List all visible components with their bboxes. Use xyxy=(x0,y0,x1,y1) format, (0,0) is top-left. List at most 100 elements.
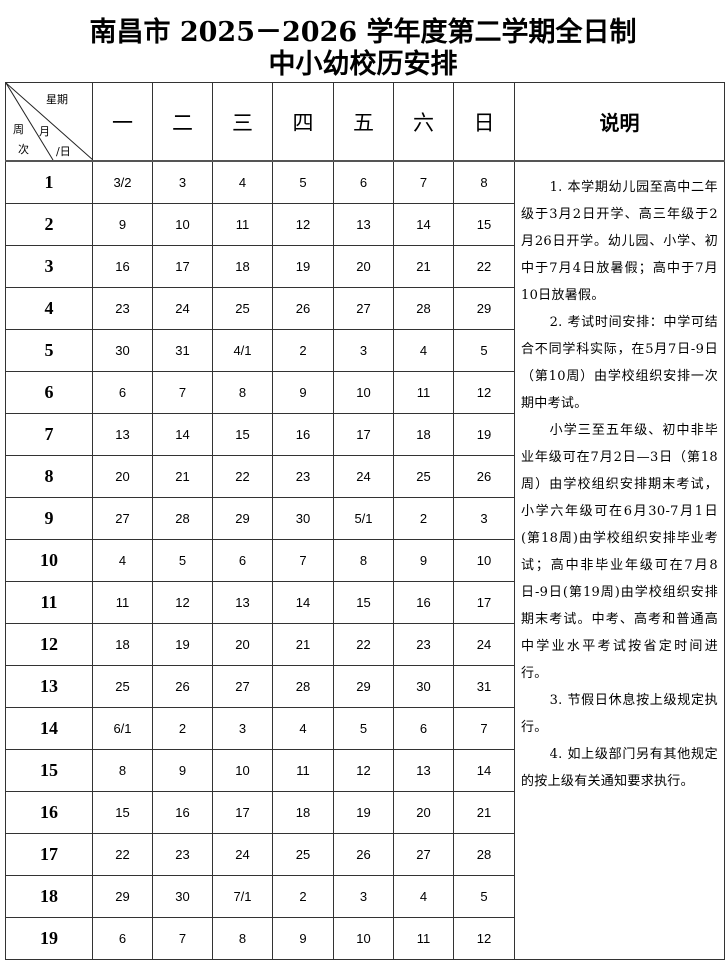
day-cell: 5 xyxy=(152,539,213,582)
day-cell: 31 xyxy=(152,329,213,372)
day-cell: 2 xyxy=(272,329,334,372)
day-cell: 23 xyxy=(393,623,454,666)
day-cell: 30 xyxy=(393,665,454,708)
day-cell: 17 xyxy=(212,791,273,834)
day-cell: 24 xyxy=(333,455,394,498)
weekday-header: 四 xyxy=(272,82,334,162)
day-cell: 19 xyxy=(333,791,394,834)
week-number: 19 xyxy=(5,917,93,960)
day-cell: 8 xyxy=(453,160,515,204)
day-cell: 22 xyxy=(92,833,153,876)
day-cell: 18 xyxy=(393,413,454,456)
note-paragraph: 4. 如上级部门另有其他规定的按上级有关通知要求执行。 xyxy=(521,747,718,789)
day-cell: 25 xyxy=(272,833,334,876)
day-cell: 29 xyxy=(333,665,394,708)
day-cell: 6/1 xyxy=(92,707,153,750)
week-number: 8 xyxy=(5,455,93,498)
day-cell: 19 xyxy=(453,413,515,456)
day-cell: 21 xyxy=(393,245,454,288)
day-cell: 9 xyxy=(272,917,334,960)
day-cell: 19 xyxy=(272,245,334,288)
week-number: 18 xyxy=(5,875,93,918)
day-cell: 11 xyxy=(92,581,153,624)
day-cell: 9 xyxy=(393,539,454,582)
week-number: 3 xyxy=(5,245,93,288)
day-cell: 18 xyxy=(212,245,273,288)
day-cell: 2 xyxy=(393,497,454,540)
document-title: 南昌市 2025－2026 学年度第二学期全日制 xyxy=(89,17,637,48)
day-cell: 12 xyxy=(333,749,394,792)
day-cell: 3 xyxy=(453,497,515,540)
week-number: 6 xyxy=(5,371,93,414)
day-cell: 25 xyxy=(92,665,153,708)
note-paragraph: 小学三至五年级、初中非毕业年级可在7月2日—3日（第18周）由学校组织安排期末考… xyxy=(521,423,718,681)
day-cell: 5 xyxy=(333,707,394,750)
day-cell: 3 xyxy=(333,329,394,372)
day-cell: 23 xyxy=(152,833,213,876)
week-row: 11 11 12 13 14 15 16 17 xyxy=(5,581,725,624)
day-cell: 11 xyxy=(272,749,334,792)
week-row: 19 6 7 8 9 10 11 12 xyxy=(5,917,725,960)
weekday-header: 三 xyxy=(212,82,273,162)
weekday-header: 二 xyxy=(152,82,213,162)
day-cell: 31 xyxy=(453,665,515,708)
day-cell: 23 xyxy=(92,287,153,330)
day-cell: 9 xyxy=(152,749,213,792)
week-row: 5 30 31 4/1 2 3 4 5 xyxy=(5,329,725,372)
day-cell: 7 xyxy=(152,371,213,414)
day-cell: 26 xyxy=(453,455,515,498)
corner-weekday-label: 星期 xyxy=(46,93,68,106)
week-row: 18 29 30 7/1 2 3 4 5 xyxy=(5,875,725,918)
week-number: 11 xyxy=(5,581,93,624)
day-cell: 28 xyxy=(272,665,334,708)
day-cell: 10 xyxy=(333,917,394,960)
week-number: 14 xyxy=(5,707,93,750)
day-cell: 16 xyxy=(92,245,153,288)
day-cell: 26 xyxy=(333,833,394,876)
day-cell: 7/1 xyxy=(212,875,273,918)
week-number: 1 xyxy=(5,160,93,204)
day-cell: 27 xyxy=(393,833,454,876)
day-cell: 16 xyxy=(272,413,334,456)
day-cell: 21 xyxy=(152,455,213,498)
week-number: 5 xyxy=(5,329,93,372)
day-cell: 8 xyxy=(212,371,273,414)
week-number: 12 xyxy=(5,623,93,666)
week-number: 13 xyxy=(5,665,93,708)
note-paragraph: 1. 本学期幼儿园至高中二年级于3月2日开学、高三年级于2月26日开学。幼儿园、… xyxy=(521,180,718,303)
day-cell: 24 xyxy=(212,833,273,876)
day-cell: 28 xyxy=(152,497,213,540)
corner-header: 星期 周 次 月 /日 xyxy=(5,82,93,162)
day-cell: 3/2 xyxy=(92,160,153,204)
day-cell: 29 xyxy=(453,287,515,330)
day-cell: 2 xyxy=(152,707,213,750)
day-cell: 12 xyxy=(272,203,334,246)
day-cell: 2 xyxy=(272,875,334,918)
day-cell: 3 xyxy=(212,707,273,750)
week-row: 14 6/1 2 3 4 5 6 7 xyxy=(5,707,725,750)
day-cell: 6 xyxy=(92,917,153,960)
day-cell: 24 xyxy=(453,623,515,666)
week-number: 4 xyxy=(5,287,93,330)
day-cell: 7 xyxy=(393,160,454,204)
day-cell: 11 xyxy=(393,917,454,960)
corner-week-label: 周 xyxy=(13,123,24,136)
day-cell: 20 xyxy=(333,245,394,288)
day-cell: 10 xyxy=(152,203,213,246)
day-cell: 26 xyxy=(152,665,213,708)
day-cell: 14 xyxy=(152,413,213,456)
day-cell: 11 xyxy=(212,203,273,246)
day-cell: 5/1 xyxy=(333,497,394,540)
weekday-header: 日 xyxy=(453,82,515,162)
day-cell: 4/1 xyxy=(212,329,273,372)
week-number: 2 xyxy=(5,203,93,246)
day-cell: 20 xyxy=(393,791,454,834)
day-cell: 25 xyxy=(393,455,454,498)
day-cell: 27 xyxy=(212,665,273,708)
document-subtitle: 中小幼校历安排 xyxy=(268,49,458,80)
day-cell: 23 xyxy=(272,455,334,498)
day-cell: 29 xyxy=(212,497,273,540)
day-cell: 20 xyxy=(92,455,153,498)
day-cell: 8 xyxy=(212,917,273,960)
day-cell: 12 xyxy=(152,581,213,624)
